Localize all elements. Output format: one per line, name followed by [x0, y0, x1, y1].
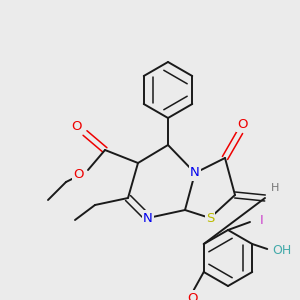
Text: O: O — [73, 167, 83, 181]
Text: N: N — [143, 212, 153, 224]
Text: H: H — [271, 183, 279, 193]
Text: O: O — [72, 119, 82, 133]
Text: O: O — [188, 292, 198, 300]
Text: OH: OH — [273, 244, 292, 257]
Text: I: I — [260, 214, 264, 226]
Text: S: S — [206, 212, 214, 224]
Text: N: N — [190, 167, 200, 179]
Text: O: O — [237, 118, 247, 130]
